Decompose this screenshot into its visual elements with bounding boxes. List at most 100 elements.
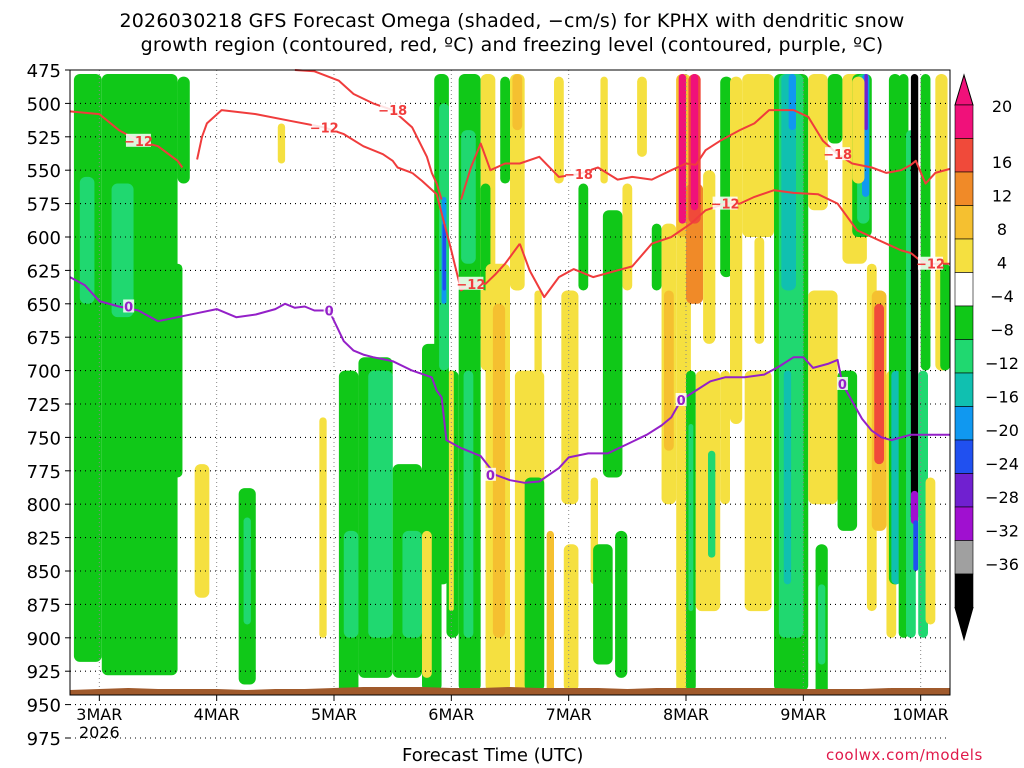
omega-region (664, 290, 674, 451)
colorbar-label: −32 (985, 522, 1019, 541)
omega-region (194, 464, 210, 598)
contour-label-bg (917, 256, 943, 270)
y-tick-label: 675 (27, 328, 61, 349)
omega-region (524, 477, 545, 692)
omega-region (808, 74, 828, 211)
colorbar-swatch (954, 372, 974, 407)
contour-label-bg (123, 299, 135, 313)
omega-region (546, 530, 554, 692)
y-tick-label: 700 (27, 362, 61, 383)
omega-region (442, 223, 446, 291)
omega-region (402, 530, 422, 638)
colorbar-label: −24 (985, 455, 1019, 474)
omega-region (708, 450, 716, 558)
dgz-contour-label: −12 (310, 121, 339, 136)
contour-label-bg (712, 196, 738, 210)
omega-region (512, 74, 523, 131)
colorbar-swatch (954, 473, 974, 508)
omega-region (818, 584, 826, 665)
dgz-contour-label: −12 (916, 258, 945, 273)
freezing-level-line (69, 276, 950, 484)
contour-label-bg (125, 133, 151, 147)
colorbar-swatch (954, 339, 974, 374)
omega-region (940, 263, 950, 371)
x-tick-label: 8MAR (663, 705, 709, 724)
colorbar-swatch (954, 238, 974, 273)
colorbar-label: 16 (992, 153, 1012, 172)
colorbar-swatch (954, 540, 974, 575)
omega-region (703, 170, 716, 344)
y-tick-label: 800 (27, 495, 61, 516)
terrain-layer (70, 687, 950, 695)
omega-region (910, 490, 919, 525)
omega-region (73, 74, 102, 662)
colorbar-label: −20 (985, 421, 1019, 440)
x-tick-sublabel: 2026 (79, 723, 120, 742)
y-tick-label: 550 (27, 161, 61, 182)
colorbar-label: 8 (997, 220, 1007, 239)
contour-label-bg (380, 103, 406, 117)
colorbar-label: −28 (985, 488, 1019, 507)
omega-region (730, 76, 743, 425)
y-tick-label: 825 (27, 529, 61, 550)
chart-title-line2: growth region (contoured, red, ºC) and f… (140, 34, 884, 56)
omega-region (690, 74, 699, 211)
omega-region (783, 370, 792, 585)
freezing-level-label: 0 (325, 304, 334, 319)
freezing-level-label: 0 (486, 469, 495, 484)
omega-regions (73, 74, 950, 695)
contour-label-bg (311, 120, 337, 134)
y-tick-label: 650 (27, 295, 61, 316)
site-credit: coolwx.com/models (826, 746, 983, 764)
omega-region (808, 290, 838, 505)
dgz-contour-label: −12 (124, 135, 153, 150)
omega-region (910, 74, 919, 521)
freezing-level-label: 0 (677, 394, 686, 409)
colorbar-bottom-arrow (954, 607, 974, 642)
omega-region (622, 183, 633, 291)
omega-region (651, 223, 662, 291)
omega-region (534, 290, 542, 478)
omega-region (891, 370, 902, 585)
colorbar-label: −16 (985, 388, 1019, 407)
dgz-contour-label: −18 (564, 168, 593, 183)
omega-region (913, 520, 919, 571)
freezing-level-label: 0 (124, 300, 133, 315)
y-tick-label: 525 (27, 128, 61, 149)
axes-layer: 475 500 525 550 575 600 625 650 675 700 725 750 775 8… (27, 61, 951, 750)
omega-region (563, 544, 579, 692)
contour-label-bg (825, 147, 851, 161)
y-tick-label: 575 (27, 195, 61, 216)
x-tick-label: 6MAR (428, 705, 474, 724)
colorbar-top-arrow (954, 73, 974, 106)
contour-label-bg (675, 392, 687, 406)
omega-region (742, 74, 774, 238)
omega-region (920, 74, 931, 371)
omega-region (319, 417, 327, 638)
terrain-fill (70, 687, 950, 695)
omega-region (500, 76, 510, 184)
y-tick-label: 750 (27, 428, 61, 449)
omega-region (277, 123, 286, 164)
omega-region (827, 74, 843, 144)
omega-region (678, 74, 686, 224)
y-tick-label: 875 (27, 595, 61, 616)
contour-label-bg (458, 276, 484, 290)
y-tick-label: 475 (27, 61, 61, 82)
omega-region (600, 76, 608, 184)
x-tick-label: 5MAR (311, 705, 357, 724)
dgz-contour-label: −18 (823, 148, 852, 163)
x-tick-label: 10MAR (893, 705, 949, 724)
contour-layer: −12 −12 −18 −12 −18 −12 −18 −12 0 0 0 0 0 (69, 69, 951, 484)
y-tick-label: 625 (27, 261, 61, 282)
omega-shading-layer (70, 70, 950, 695)
colorbar-label: 12 (992, 187, 1012, 206)
omega-region (688, 424, 694, 612)
colorbar-label: 4 (997, 254, 1007, 273)
omega-region (422, 530, 432, 678)
omega-region (874, 303, 884, 465)
y-tick-label: 950 (27, 696, 61, 717)
contour-label-bg (323, 303, 335, 317)
colorbar-swatch (954, 104, 974, 139)
